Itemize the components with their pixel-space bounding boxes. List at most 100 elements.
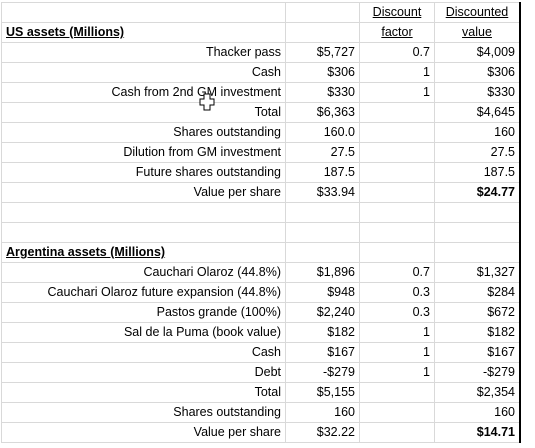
row-factor[interactable]: 1 bbox=[359, 322, 435, 343]
row-label[interactable]: Future shares outstanding bbox=[1, 162, 286, 183]
cell[interactable] bbox=[434, 202, 521, 223]
row-factor[interactable]: 1 bbox=[359, 82, 435, 103]
row-value[interactable]: 27.5 bbox=[285, 142, 360, 163]
discounted-value-header-2[interactable]: value bbox=[434, 22, 521, 43]
row-factor[interactable]: 0.7 bbox=[359, 42, 435, 63]
row-discounted[interactable]: 160 bbox=[434, 122, 521, 143]
row-discounted[interactable]: $2,354 bbox=[434, 382, 521, 403]
discounted-value-header[interactable]: Discounted bbox=[434, 2, 521, 23]
row-value[interactable]: $2,240 bbox=[285, 302, 360, 323]
row-label[interactable]: Debt bbox=[1, 362, 286, 383]
table-row: Shares outstanding 160 160 bbox=[1, 402, 521, 423]
row-discounted[interactable]: 187.5 bbox=[434, 162, 521, 183]
cell[interactable] bbox=[359, 222, 435, 243]
table-row: Debt -$279 1 -$279 bbox=[1, 362, 521, 383]
row-value[interactable]: 187.5 bbox=[285, 162, 360, 183]
row-label[interactable]: Cash bbox=[1, 342, 286, 363]
row-label[interactable]: Pastos grande (100%) bbox=[1, 302, 286, 323]
row-value[interactable]: $5,155 bbox=[285, 382, 360, 403]
cell[interactable] bbox=[285, 202, 360, 223]
row-value[interactable]: $182 bbox=[285, 322, 360, 343]
row-factor[interactable]: 0.7 bbox=[359, 262, 435, 283]
row-label[interactable]: Total bbox=[1, 382, 286, 403]
row-factor[interactable] bbox=[359, 162, 435, 183]
row-discounted[interactable]: $24.77 bbox=[434, 182, 521, 203]
row-discounted[interactable]: $330 bbox=[434, 82, 521, 103]
row-label[interactable]: Shares outstanding bbox=[1, 122, 286, 143]
cell[interactable] bbox=[285, 242, 360, 263]
row-label[interactable]: Total bbox=[1, 102, 286, 123]
argentina-section-title[interactable]: Argentina assets (Millions) bbox=[1, 242, 286, 263]
row-label[interactable]: Cauchari Olaroz (44.8%) bbox=[1, 262, 286, 283]
cell[interactable] bbox=[1, 202, 286, 223]
row-label[interactable]: Cash from 2nd GM investment bbox=[1, 82, 286, 103]
row-discounted[interactable]: 27.5 bbox=[434, 142, 521, 163]
header-row-2: US assets (Millions) factor value bbox=[1, 22, 521, 43]
row-label[interactable]: Value per share bbox=[1, 182, 286, 203]
blank-row bbox=[1, 222, 521, 243]
cell[interactable] bbox=[359, 202, 435, 223]
row-value[interactable]: $167 bbox=[285, 342, 360, 363]
row-label[interactable]: Cash bbox=[1, 62, 286, 83]
row-factor[interactable] bbox=[359, 422, 435, 443]
row-discounted[interactable]: $306 bbox=[434, 62, 521, 83]
row-factor[interactable] bbox=[359, 382, 435, 403]
row-discounted[interactable]: $672 bbox=[434, 302, 521, 323]
row-discounted[interactable]: 160 bbox=[434, 402, 521, 423]
cell[interactable] bbox=[434, 222, 521, 243]
table-row: Cauchari Olaroz (44.8%) $1,896 0.7 $1,32… bbox=[1, 262, 521, 283]
discount-factor-header-2[interactable]: factor bbox=[359, 22, 435, 43]
row-value[interactable]: 160.0 bbox=[285, 122, 360, 143]
row-value[interactable]: -$279 bbox=[285, 362, 360, 383]
discount-factor-header[interactable]: Discount bbox=[359, 2, 435, 23]
table-row: Dilution from GM investment 27.5 27.5 bbox=[1, 142, 521, 163]
row-value[interactable]: $948 bbox=[285, 282, 360, 303]
row-discounted[interactable]: $14.71 bbox=[434, 422, 521, 443]
row-value[interactable]: $6,363 bbox=[285, 102, 360, 123]
row-discounted[interactable]: $284 bbox=[434, 282, 521, 303]
row-factor[interactable] bbox=[359, 102, 435, 123]
table-row: Thacker pass $5,727 0.7 $4,009 bbox=[1, 42, 521, 63]
row-discounted[interactable]: -$279 bbox=[434, 362, 521, 383]
table-row: Shares outstanding 160.0 160 bbox=[1, 122, 521, 143]
table-row: Sal de la Puma (book value) $182 1 $182 bbox=[1, 322, 521, 343]
cell[interactable] bbox=[285, 22, 360, 43]
row-label[interactable]: Shares outstanding bbox=[1, 402, 286, 423]
row-label[interactable]: Thacker pass bbox=[1, 42, 286, 63]
row-discounted[interactable]: $1,327 bbox=[434, 262, 521, 283]
row-discounted[interactable]: $4,009 bbox=[434, 42, 521, 63]
row-value[interactable]: $33.94 bbox=[285, 182, 360, 203]
row-label[interactable]: Sal de la Puma (book value) bbox=[1, 322, 286, 343]
row-factor[interactable]: 1 bbox=[359, 342, 435, 363]
row-value[interactable]: $306 bbox=[285, 62, 360, 83]
table-row: Value per share $33.94 $24.77 bbox=[1, 182, 521, 203]
cell[interactable] bbox=[359, 242, 435, 263]
row-label[interactable]: Dilution from GM investment bbox=[1, 142, 286, 163]
cell[interactable] bbox=[285, 222, 360, 243]
row-factor[interactable] bbox=[359, 142, 435, 163]
cell[interactable] bbox=[285, 2, 360, 23]
row-value[interactable]: $5,727 bbox=[285, 42, 360, 63]
row-factor[interactable]: 0.3 bbox=[359, 302, 435, 323]
row-value[interactable]: 160 bbox=[285, 402, 360, 423]
cell[interactable] bbox=[1, 222, 286, 243]
cell[interactable] bbox=[434, 242, 521, 263]
row-discounted[interactable]: $182 bbox=[434, 322, 521, 343]
row-label[interactable]: Cauchari Olaroz future expansion (44.8%) bbox=[1, 282, 286, 303]
row-factor[interactable] bbox=[359, 122, 435, 143]
row-value[interactable]: $32.22 bbox=[285, 422, 360, 443]
cell[interactable] bbox=[1, 2, 286, 23]
table-row: Value per share $32.22 $14.71 bbox=[1, 422, 521, 443]
row-factor[interactable] bbox=[359, 182, 435, 203]
row-factor[interactable]: 1 bbox=[359, 62, 435, 83]
us-section-title[interactable]: US assets (Millions) bbox=[1, 22, 286, 43]
row-factor[interactable]: 0.3 bbox=[359, 282, 435, 303]
row-value[interactable]: $330 bbox=[285, 82, 360, 103]
row-discounted[interactable]: $4,645 bbox=[434, 102, 521, 123]
row-factor[interactable]: 1 bbox=[359, 362, 435, 383]
row-factor[interactable] bbox=[359, 402, 435, 423]
row-label[interactable]: Value per share bbox=[1, 422, 286, 443]
row-discounted[interactable]: $167 bbox=[434, 342, 521, 363]
row-value[interactable]: $1,896 bbox=[285, 262, 360, 283]
